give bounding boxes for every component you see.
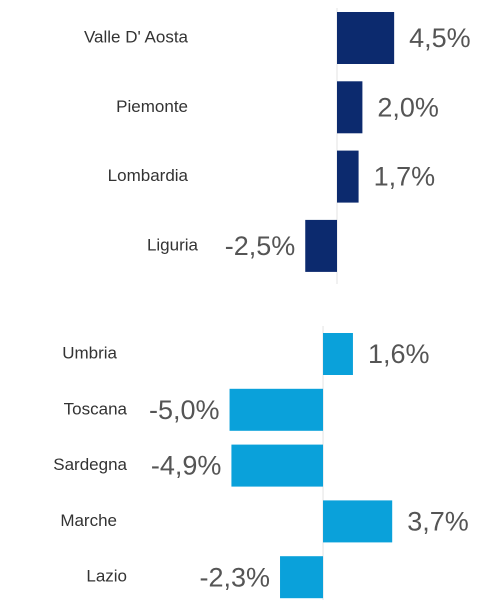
value-label: -2,3% [199, 562, 270, 592]
category-label: Umbria [62, 343, 117, 362]
bar [231, 444, 324, 487]
value-label: 1,7% [374, 162, 436, 192]
category-label: Piemonte [116, 97, 188, 116]
category-label: Marche [60, 511, 117, 530]
bar [337, 12, 395, 64]
category-label: Sardegna [53, 455, 127, 474]
value-label: -5,0% [149, 395, 220, 425]
bar [323, 333, 353, 375]
value-label: -4,9% [151, 451, 222, 481]
bar [323, 500, 393, 543]
category-label: Valle D' Aosta [84, 27, 189, 46]
value-label: -2,5% [225, 231, 296, 261]
bar [229, 388, 324, 431]
category-label: Lombardia [108, 166, 189, 185]
value-label: 3,7% [407, 507, 469, 537]
value-label: 1,6% [368, 339, 430, 369]
value-label: 4,5% [409, 23, 471, 53]
bar [337, 150, 359, 203]
category-label: Lazio [86, 567, 127, 586]
bar [305, 219, 337, 272]
value-label: 2,0% [377, 92, 439, 122]
category-label: Liguria [147, 235, 199, 254]
bar [337, 81, 363, 134]
bar [280, 556, 324, 599]
category-label: Toscana [64, 399, 128, 418]
